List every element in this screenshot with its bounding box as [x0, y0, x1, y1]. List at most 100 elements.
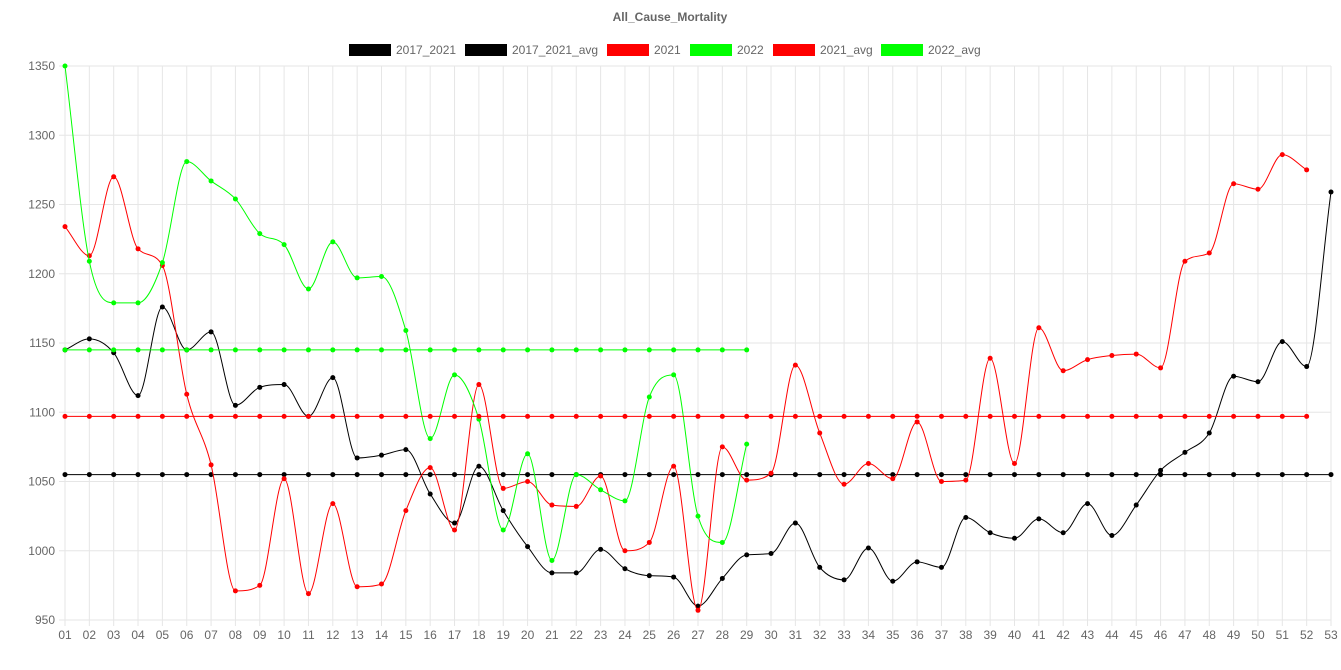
data-point[interactable]: [1231, 373, 1237, 379]
data-point[interactable]: [257, 413, 263, 419]
data-point[interactable]: [622, 347, 628, 353]
data-point[interactable]: [963, 472, 969, 478]
data-point[interactable]: [549, 557, 555, 563]
data-point[interactable]: [1206, 413, 1212, 419]
data-point[interactable]: [427, 413, 433, 419]
data-point[interactable]: [1255, 186, 1261, 192]
data-point[interactable]: [1036, 413, 1042, 419]
data-point[interactable]: [208, 329, 214, 335]
data-point[interactable]: [1255, 379, 1261, 385]
data-point[interactable]: [379, 581, 384, 587]
data-point[interactable]: [1182, 449, 1188, 455]
data-point[interactable]: [257, 347, 263, 353]
data-point[interactable]: [281, 472, 287, 478]
data-point[interactable]: [914, 419, 920, 425]
data-point[interactable]: [671, 372, 677, 378]
data-point[interactable]: [622, 498, 628, 504]
data-point[interactable]: [452, 413, 458, 419]
data-point[interactable]: [792, 520, 798, 526]
data-point[interactable]: [111, 413, 117, 419]
data-point[interactable]: [159, 347, 165, 353]
legend-swatch[interactable]: [349, 44, 391, 56]
data-point[interactable]: [330, 239, 336, 245]
data-point[interactable]: [476, 347, 482, 353]
data-point[interactable]: [1158, 413, 1164, 419]
data-point[interactable]: [305, 347, 311, 353]
data-point[interactable]: [403, 472, 409, 478]
data-point[interactable]: [1206, 430, 1212, 436]
legend-swatch[interactable]: [773, 44, 815, 56]
data-point[interactable]: [281, 347, 287, 353]
data-point[interactable]: [500, 472, 506, 478]
data-point[interactable]: [1109, 472, 1115, 478]
data-point[interactable]: [719, 413, 725, 419]
data-point[interactable]: [1060, 368, 1066, 374]
data-point[interactable]: [500, 527, 506, 533]
data-point[interactable]: [379, 274, 384, 280]
data-point[interactable]: [427, 491, 433, 497]
data-point[interactable]: [598, 546, 604, 552]
data-point[interactable]: [184, 472, 190, 478]
data-point[interactable]: [1304, 413, 1310, 419]
data-point[interactable]: [549, 502, 555, 508]
data-point[interactable]: [865, 472, 871, 478]
data-point[interactable]: [768, 551, 774, 557]
data-point[interactable]: [62, 472, 68, 478]
data-point[interactable]: [257, 231, 263, 237]
data-point[interactable]: [744, 472, 750, 478]
data-point[interactable]: [452, 347, 458, 353]
data-point[interactable]: [330, 472, 336, 478]
data-point[interactable]: [671, 413, 677, 419]
data-point[interactable]: [1133, 502, 1139, 508]
data-point[interactable]: [257, 582, 263, 588]
data-point[interactable]: [768, 413, 774, 419]
data-point[interactable]: [938, 472, 944, 478]
legend-label[interactable]: 2022_avg: [928, 43, 981, 57]
data-point[interactable]: [987, 472, 993, 478]
data-point[interactable]: [1206, 250, 1212, 256]
data-point[interactable]: [695, 513, 701, 519]
data-point[interactable]: [914, 472, 920, 478]
data-point[interactable]: [159, 260, 165, 266]
data-point[interactable]: [719, 539, 725, 545]
data-point[interactable]: [817, 564, 823, 570]
data-point[interactable]: [403, 328, 409, 334]
data-point[interactable]: [841, 577, 847, 583]
data-point[interactable]: [62, 413, 68, 419]
data-point[interactable]: [135, 347, 141, 353]
data-point[interactable]: [890, 413, 896, 419]
data-point[interactable]: [841, 472, 847, 478]
data-point[interactable]: [1279, 339, 1285, 345]
data-point[interactable]: [1085, 501, 1091, 507]
data-point[interactable]: [865, 413, 871, 419]
data-point[interactable]: [525, 347, 531, 353]
data-point[interactable]: [1036, 516, 1042, 522]
data-point[interactable]: [914, 413, 920, 419]
legend-swatch[interactable]: [690, 44, 732, 56]
legend-label[interactable]: 2021: [654, 43, 681, 57]
data-point[interactable]: [890, 578, 896, 584]
data-point[interactable]: [622, 472, 628, 478]
data-point[interactable]: [208, 178, 214, 184]
data-point[interactable]: [817, 472, 823, 478]
data-point[interactable]: [695, 472, 701, 478]
data-point[interactable]: [792, 413, 798, 419]
data-point[interactable]: [281, 382, 287, 388]
data-point[interactable]: [890, 472, 896, 478]
data-point[interactable]: [744, 441, 750, 447]
legend-swatch[interactable]: [881, 44, 923, 56]
data-point[interactable]: [792, 472, 798, 478]
data-point[interactable]: [354, 275, 360, 281]
data-point[interactable]: [622, 413, 628, 419]
data-point[interactable]: [281, 242, 287, 248]
data-point[interactable]: [525, 472, 531, 478]
data-point[interactable]: [159, 413, 165, 419]
data-point[interactable]: [330, 413, 336, 419]
data-point[interactable]: [1279, 152, 1285, 158]
data-point[interactable]: [573, 347, 579, 353]
data-point[interactable]: [1036, 472, 1042, 478]
data-point[interactable]: [184, 391, 190, 397]
data-point[interactable]: [1328, 472, 1334, 478]
legend-label[interactable]: 2021_avg: [820, 43, 873, 57]
data-point[interactable]: [111, 472, 117, 478]
